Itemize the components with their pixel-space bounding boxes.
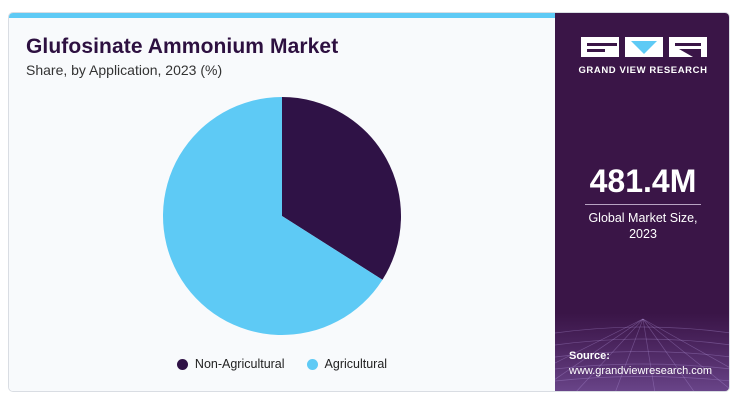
chart-title: Glufosinate Ammonium Market — [26, 35, 339, 58]
market-size-value: 481.4M — [589, 163, 697, 199]
source-url[interactable]: www.grandviewresearch.com — [569, 365, 713, 377]
chart-card: Glufosinate Ammonium Market Share, by Ap… — [8, 12, 730, 392]
chart-panel: Glufosinate Ammonium Market Share, by Ap… — [9, 13, 555, 391]
legend-swatch — [306, 358, 318, 370]
legend-label: Agricultural — [324, 357, 388, 371]
brand-name: GRAND VIEW RESEARCH — [578, 65, 708, 76]
stat-divider — [585, 204, 701, 205]
pie-slice-non-agricultural — [282, 97, 402, 280]
info-sidebar: GRAND VIEW RESEARCH 481.4M Global Market… — [555, 13, 729, 391]
pie-slice-agricultural — [163, 97, 383, 335]
legend-item: Agricultural — [306, 357, 388, 371]
legend-item: Non-Agricultural — [176, 357, 285, 371]
legend-swatch — [176, 358, 188, 370]
accent-bar — [9, 13, 555, 18]
pie-chart — [163, 97, 402, 335]
source-label: Source: — [569, 350, 610, 362]
grid-decoration — [555, 313, 729, 391]
market-size-label: Global Market Size, 2023 — [588, 211, 698, 241]
legend-label: Non-Agricultural — [194, 357, 285, 371]
brand-logo-icon — [581, 37, 707, 57]
chart-legend: Non-Agricultural Agricultural — [9, 356, 555, 372]
chart-subtitle: Share, by Application, 2023 (%) — [26, 62, 223, 78]
